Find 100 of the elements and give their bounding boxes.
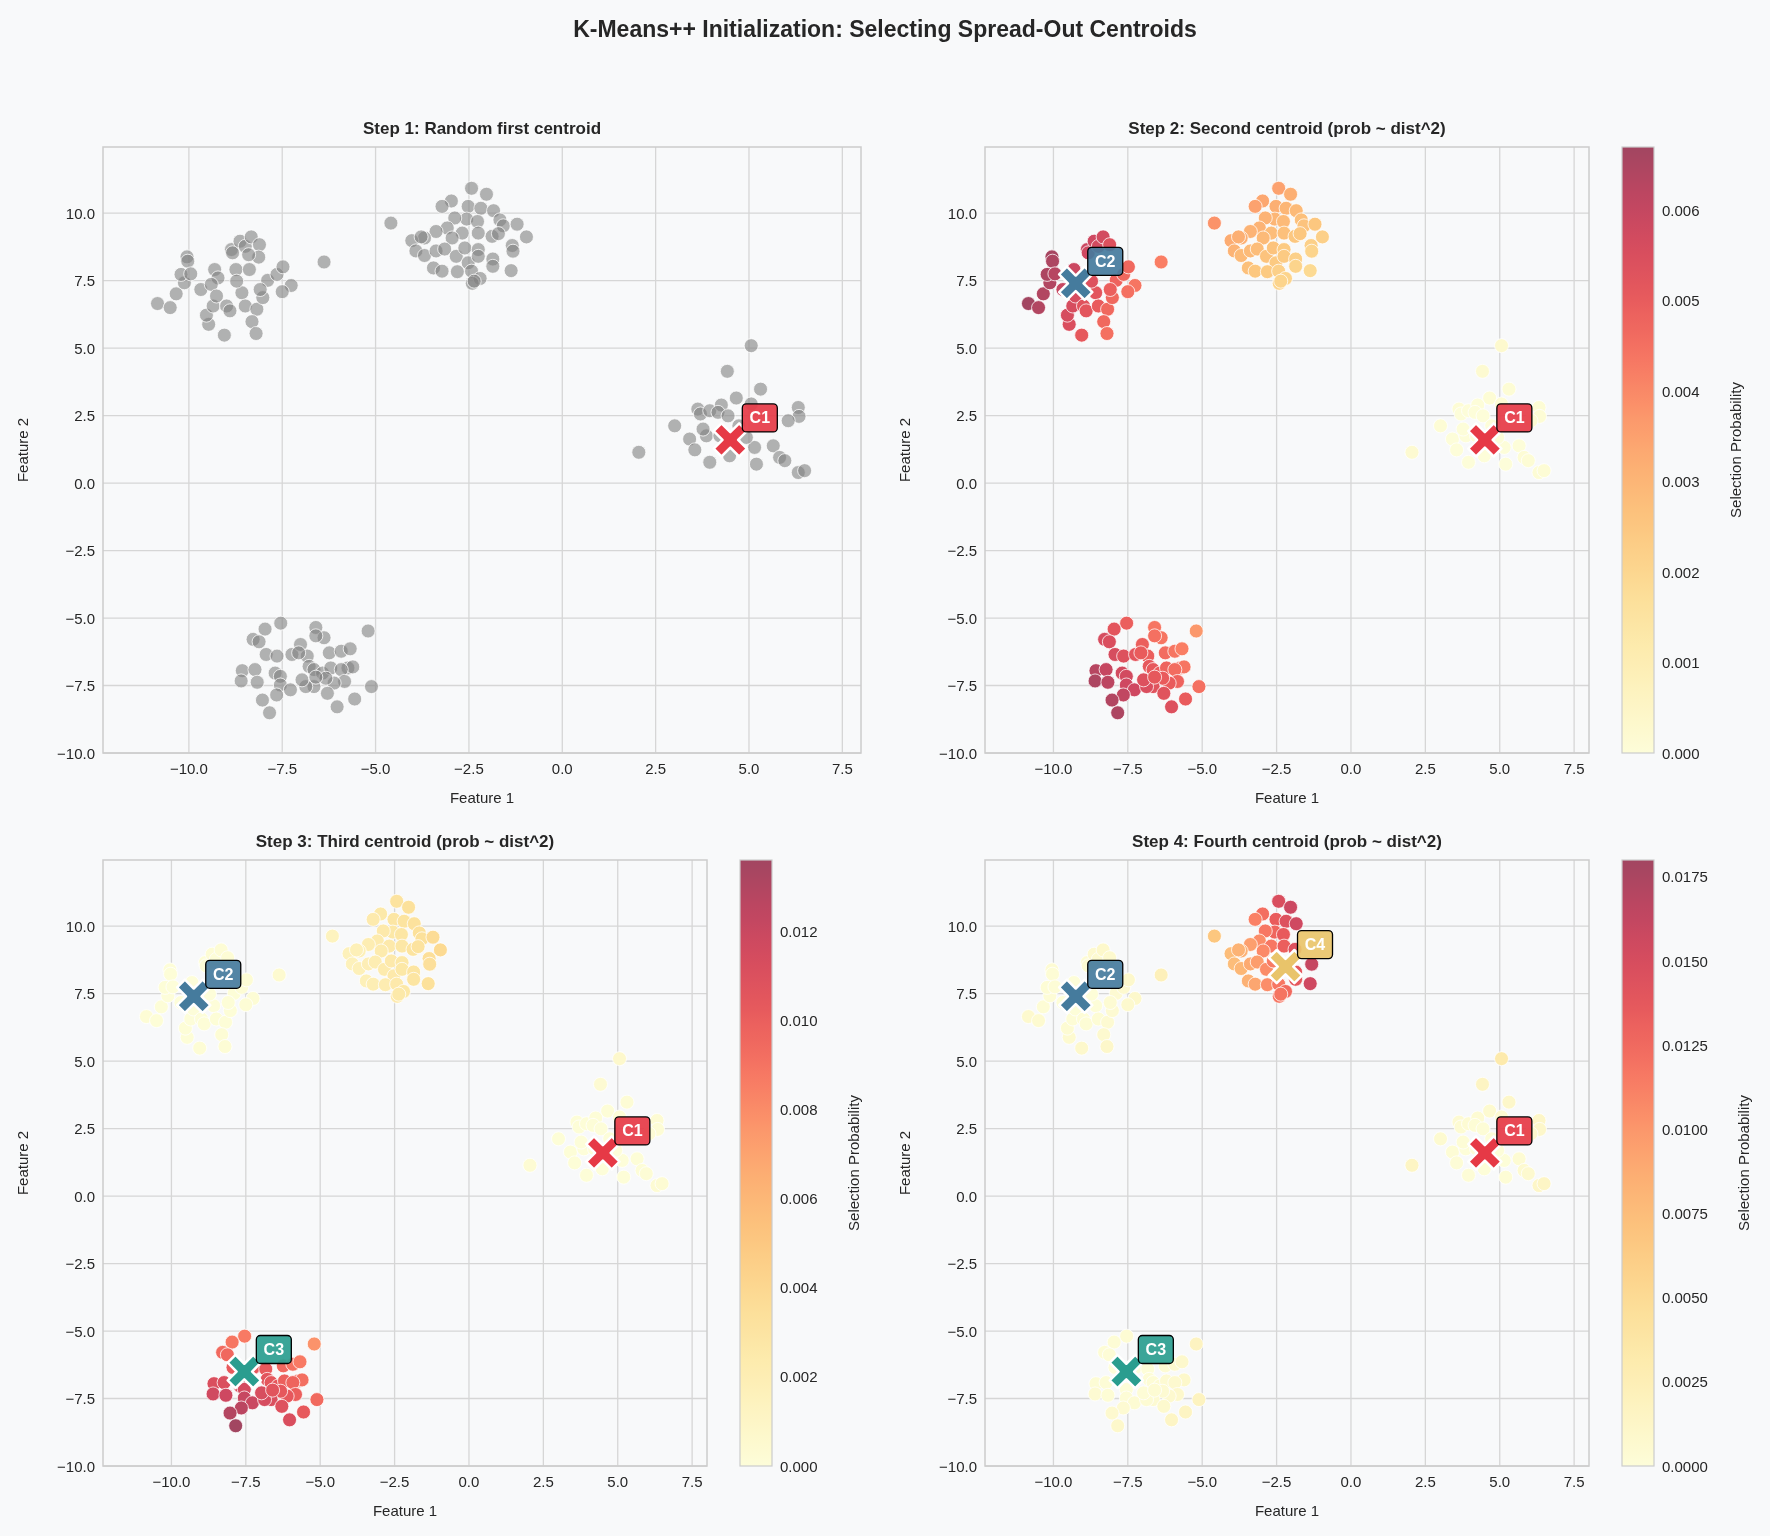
series-label: C2: [1095, 965, 1116, 983]
y-tick-label: 5.0: [956, 1052, 977, 1070]
x-tick-label: 5.0: [1489, 1473, 1511, 1490]
x-tick-label: −7.5: [1113, 1473, 1143, 1490]
color-bar-label: 0.0100: [1662, 1120, 1708, 1138]
y-tick-label: −10.0: [57, 1457, 95, 1475]
x-tick-label: 0.0: [1340, 1473, 1362, 1490]
color-bar-label: 0.0075: [1662, 1205, 1708, 1222]
color-bar-label: 0.0150: [1662, 952, 1708, 970]
color-bar-title: Selection Probability: [1735, 1094, 1753, 1231]
color-bar-label: 0.006: [1662, 201, 1700, 219]
y-tick-label: 10.0: [65, 204, 95, 222]
x-tick-label: 7.5: [831, 760, 853, 777]
chart-title: Step 3: Third centroid (prob ~ dist^2): [255, 832, 555, 851]
y-tick-label: −5.0: [65, 609, 95, 627]
x-tick-label: −5.0: [1187, 1473, 1218, 1490]
series-label: C1: [1504, 409, 1525, 427]
color-bar-label: 0.001: [1662, 654, 1700, 672]
x-tick-label: 7.5: [1563, 760, 1585, 777]
x-tick-label: 7.5: [681, 1473, 703, 1490]
color-bar-label: 0.004: [780, 1279, 818, 1297]
series-label: C3: [263, 1341, 285, 1359]
x-tick-label: −2.5: [1261, 760, 1292, 777]
x-axis-title: Feature 1: [449, 789, 515, 806]
x-tick-label: −10.0: [152, 1473, 191, 1490]
y-tick-label: −5.0: [947, 1322, 977, 1340]
x-tick-label: 0.0: [1340, 760, 1362, 777]
y-tick-label: 5.0: [74, 1052, 95, 1070]
color-bar-label: 0.002: [1662, 563, 1700, 581]
x-axis-title: Feature 1: [372, 1502, 438, 1519]
color-bar-label: 0.0050: [1662, 1289, 1708, 1307]
point: [175, 978, 212, 1015]
x-axis-title: Feature 1: [1254, 789, 1320, 806]
color-bar-label: 0.005: [1662, 292, 1700, 310]
point: [226, 1353, 263, 1390]
x-tick-label: −10.0: [1034, 1473, 1073, 1490]
x-tick-label: −5.0: [1187, 760, 1218, 777]
color-bar-label: 0.0175: [1662, 868, 1708, 886]
color-bar-label: 0.006: [780, 1190, 818, 1208]
x-tick-label: −2.5: [379, 1473, 410, 1490]
text: K-Means++ Initialization: Selecting Spread-Out Centroids: [573, 16, 1197, 42]
point: [585, 1135, 621, 1171]
point: [1057, 978, 1094, 1015]
point: [1108, 1353, 1145, 1390]
y-tick-label: 10.0: [947, 204, 977, 222]
x-tick-label: −7.5: [267, 760, 298, 777]
x-tick-label: 2.5: [645, 760, 667, 777]
series-label: C2: [213, 965, 234, 983]
color-bar-label: 0.010: [780, 1011, 818, 1029]
x-tick-label: −2.5: [454, 760, 484, 777]
x-tick-label: 2.5: [532, 1473, 554, 1490]
series-label: C4: [1304, 936, 1326, 954]
x-tick-label: 0.0: [551, 760, 573, 777]
point: [1467, 1135, 1503, 1171]
color-bar-label: 0.012: [780, 922, 818, 940]
chart-title: Step 2: Second centroid (prob ~ dist^2): [1128, 119, 1446, 138]
y-tick-label: −2.5: [947, 542, 977, 560]
color-bar-label: 0.003: [1662, 473, 1700, 491]
color-bar-title: Selection Probability: [1726, 381, 1744, 518]
series-label: C1: [749, 409, 771, 427]
color-bar-title: Selection Probability: [844, 1094, 862, 1231]
x-tick-label: −5.0: [305, 1473, 336, 1490]
x-tick-label: 5.0: [1489, 760, 1511, 777]
color-bar-label: 0.0000: [1662, 1457, 1708, 1475]
y-tick-label: −5.0: [947, 609, 977, 627]
y-tick-label: 2.5: [956, 1120, 977, 1138]
y-tick-label: 10.0: [947, 917, 977, 935]
x-tick-label: −7.5: [231, 1473, 261, 1490]
y-tick-label: 0.0: [74, 474, 95, 492]
y-tick-label: 0.0: [956, 1187, 977, 1205]
chart-title: Step 1: Random first centroid: [362, 119, 602, 138]
series-label: C1: [622, 1122, 643, 1140]
y-tick-label: −10.0: [57, 744, 95, 762]
y-axis-title: Feature 2: [13, 417, 31, 483]
y-tick-label: 10.0: [65, 917, 95, 935]
color-bar-label: 0.002: [780, 1368, 818, 1386]
series-label: C3: [1145, 1341, 1167, 1359]
color-bar-label: 0.004: [1662, 382, 1700, 400]
y-axis-title: Feature 2: [895, 417, 913, 483]
y-tick-label: 2.5: [74, 1120, 95, 1138]
y-tick-label: 0.0: [956, 474, 977, 492]
x-tick-label: −5.0: [360, 760, 391, 777]
y-tick-label: −10.0: [939, 1457, 977, 1475]
y-axis-title: Feature 2: [13, 1130, 31, 1196]
x-tick-label: 5.0: [738, 760, 760, 777]
x-tick-label: 0.0: [458, 1473, 480, 1490]
color-bar-label: 0.0125: [1662, 1036, 1708, 1054]
color-bar-label: 0.000: [780, 1457, 818, 1475]
y-tick-label: 0.0: [74, 1187, 95, 1205]
x-tick-label: 5.0: [607, 1473, 629, 1490]
y-tick-label: 5.0: [74, 339, 95, 357]
y-tick-label: 7.5: [956, 985, 977, 1003]
y-tick-label: −10.0: [939, 744, 977, 762]
y-tick-label: 2.5: [74, 407, 95, 425]
y-tick-label: −2.5: [65, 542, 95, 560]
y-axis-title: Feature 2: [895, 1130, 913, 1196]
x-axis-title: Feature 1: [1254, 1502, 1320, 1519]
y-tick-label: −2.5: [947, 1255, 977, 1273]
y-tick-label: −7.5: [947, 1390, 977, 1408]
y-tick-label: −7.5: [947, 677, 977, 695]
